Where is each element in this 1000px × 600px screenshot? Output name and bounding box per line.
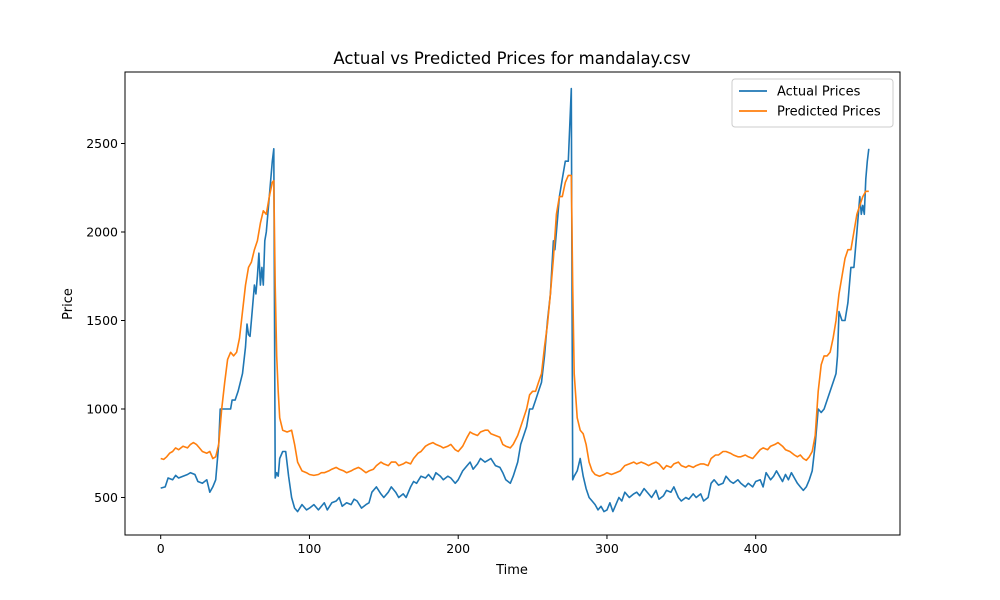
x-tick-label: 100 [298, 541, 322, 556]
x-tick-label: 200 [446, 541, 470, 556]
legend: Actual Prices Predicted Prices [731, 78, 894, 128]
y-tick-label: 2000 [86, 224, 118, 239]
y-tick-label: 500 [94, 490, 118, 505]
y-tick-label: 1000 [86, 401, 118, 416]
y-axis-label: Price [61, 288, 76, 320]
y-tick-label: 2500 [86, 136, 118, 151]
series-line-predicted-prices [160, 174, 869, 477]
series-line-actual-prices [160, 87, 870, 513]
x-tick-label: 300 [595, 541, 619, 556]
y-axis: 500 1000 1500 2000 2500 [86, 136, 125, 505]
series-layer [160, 87, 870, 513]
legend-box [731, 78, 894, 128]
x-axis-label: Time [495, 563, 528, 578]
legend-label: Actual Prices [777, 85, 861, 100]
x-tick-label: 0 [157, 541, 165, 556]
chart-title: Actual vs Predicted Prices for mandalay.… [333, 49, 691, 68]
x-tick-label: 400 [744, 541, 768, 556]
plot-frame [124, 71, 901, 536]
legend-label: Predicted Prices [777, 105, 881, 120]
x-axis: 0 100 200 300 400 [157, 535, 768, 556]
y-tick-label: 1500 [86, 313, 118, 328]
